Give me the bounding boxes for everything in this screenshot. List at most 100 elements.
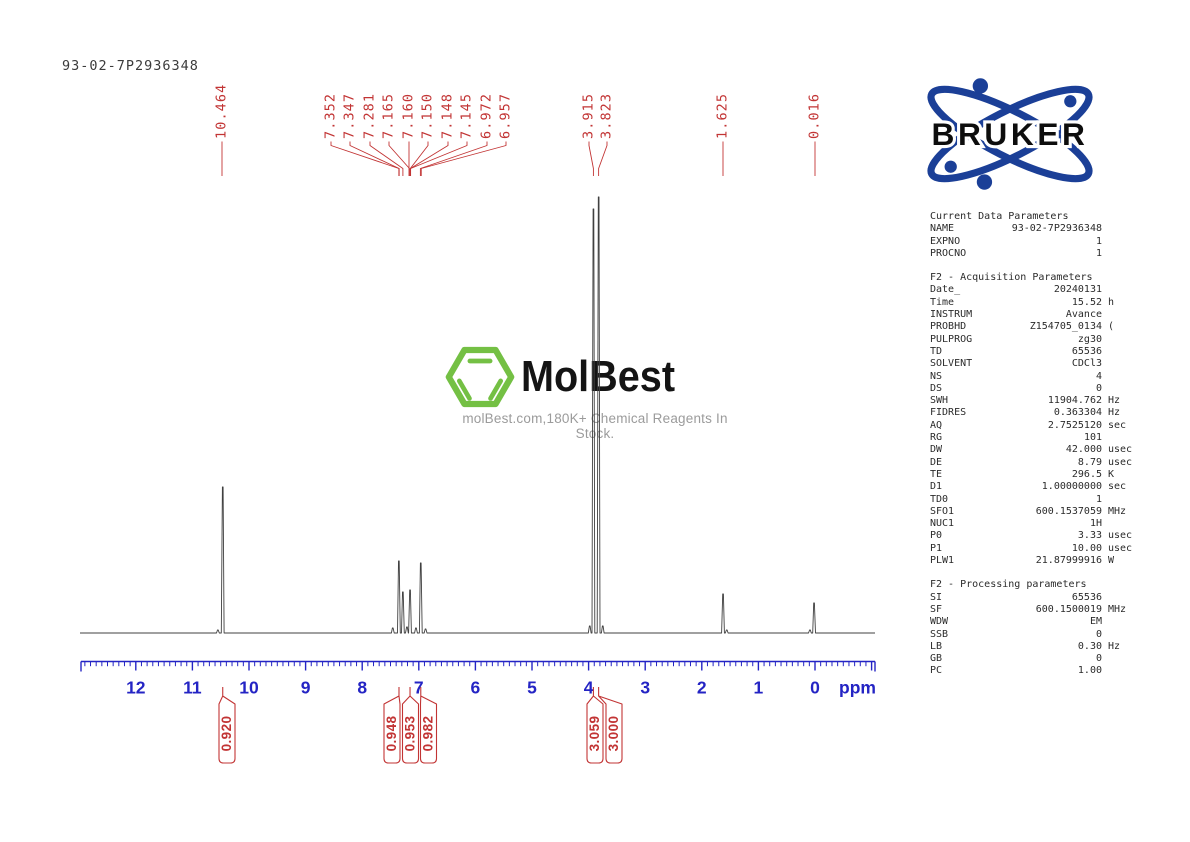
- svg-text:7.281: 7.281: [362, 93, 378, 139]
- parameter-val: 0: [1095, 382, 1102, 394]
- parameter-row: PC 1.00: [930, 665, 1148, 677]
- parameter-unit: sec: [1108, 419, 1127, 431]
- parameter-unit: usec: [1108, 444, 1133, 456]
- peak-labels: 10.464 7.352 7.347 7.281 7.165 7.160 7.150 7.14…: [214, 84, 823, 176]
- parameter-name: TE: [930, 468, 943, 480]
- parameter-row: Time 15.52 h: [930, 297, 1148, 309]
- parameter-val: 0: [1095, 628, 1102, 640]
- parameter-row: WDW EM: [930, 616, 1148, 628]
- parameter-name: DS: [930, 382, 943, 394]
- svg-text:6: 6: [471, 678, 481, 698]
- parameter-row: AQ 2.7525120 sec: [930, 420, 1148, 432]
- svg-text:3.915: 3.915: [581, 93, 597, 139]
- parameter-unit: MHz: [1108, 603, 1127, 615]
- parameter-val: 0: [1095, 653, 1102, 665]
- parameter-val: 1: [1095, 247, 1102, 259]
- parameter-unit: [1102, 518, 1148, 530]
- parameter-unit: [1102, 494, 1148, 506]
- parameter-row: DE 8.79 usec: [930, 457, 1148, 469]
- parameter-row: TD0 1: [930, 494, 1148, 506]
- parameter-val: 1: [1095, 493, 1102, 505]
- spectrum-trace: [80, 196, 875, 634]
- parameter-val: 1: [1095, 235, 1102, 247]
- parameter-row: DS 0: [930, 383, 1148, 395]
- parameter-val: 101: [1083, 432, 1102, 444]
- parameter-unit: [1102, 236, 1148, 248]
- parameter-unit: [1102, 432, 1148, 444]
- svg-text:1: 1: [754, 678, 764, 698]
- parameter-row: DW 42.000 usec: [930, 444, 1148, 456]
- parameter-val: 600.1500019: [1035, 603, 1102, 615]
- parameter-unit: [1102, 223, 1148, 235]
- parameter-unit: [1102, 665, 1148, 677]
- parameter-unit: MHz: [1108, 505, 1127, 517]
- parameter-val: zg30: [1077, 333, 1102, 345]
- parameter-name: SF: [930, 603, 943, 615]
- parameter-val: CDCl3: [1071, 358, 1102, 370]
- parameter-row: PROBHD Z154705_0134 (: [930, 321, 1148, 333]
- svg-text:3.823: 3.823: [599, 93, 615, 139]
- parameter-name: Date_: [930, 284, 961, 296]
- parameter-name: SSB: [930, 628, 949, 640]
- parameter-val: 65536: [1071, 591, 1102, 603]
- parameter-row: TD 65536: [930, 346, 1148, 358]
- parameter-name: P1: [930, 542, 943, 554]
- svg-text:7.347: 7.347: [342, 93, 358, 139]
- parameter-val: 1H: [1089, 518, 1102, 530]
- svg-text:7.148: 7.148: [440, 93, 456, 139]
- svg-text:7.352: 7.352: [323, 93, 339, 139]
- parameter-name: DW: [930, 444, 943, 456]
- parameter-unit: [1102, 592, 1148, 604]
- parameter-val: Z154705_0134: [1029, 321, 1102, 333]
- parameter-val: 20240131: [1053, 284, 1102, 296]
- parameter-name: NUC1: [930, 518, 955, 530]
- svg-text:4: 4: [584, 678, 594, 698]
- parameter-unit: [1102, 383, 1148, 395]
- svg-text:3.000: 3.000: [606, 716, 621, 752]
- parameter-row: PLW1 21.87999916 W: [930, 555, 1148, 567]
- parameter-row: SF 600.1500019 MHz: [930, 604, 1148, 616]
- svg-text:11: 11: [183, 678, 202, 698]
- parameter-unit: (: [1108, 321, 1115, 333]
- parameters-panel: Current Data Parameters NAME 93-02-7P29363…: [930, 211, 1148, 678]
- parameter-row: SSB 0: [930, 629, 1148, 641]
- parameter-unit: usec: [1108, 530, 1133, 542]
- svg-text:7.145: 7.145: [459, 93, 475, 139]
- parameter-row: NAME 93-02-7P2936348: [930, 223, 1148, 235]
- svg-text:0.948: 0.948: [384, 716, 399, 752]
- svg-text:0.953: 0.953: [402, 716, 417, 752]
- parameter-row: INSTRUM Avance: [930, 309, 1148, 321]
- parameter-unit: [1102, 346, 1148, 358]
- parameter-name: PC: [930, 665, 943, 677]
- parameter-row: Date_ 20240131: [930, 284, 1148, 296]
- parameter-name: EXPNO: [930, 235, 961, 247]
- parameter-val: 3.33: [1077, 530, 1102, 542]
- sample-id-title: 93-02-7P2936348: [62, 58, 199, 74]
- parameter-section-header: F2 - Processing parameters: [930, 579, 1087, 591]
- parameter-row: RG 101: [930, 432, 1148, 444]
- svg-text:10: 10: [239, 678, 259, 698]
- parameter-name: PROCNO: [930, 247, 967, 259]
- svg-text:3: 3: [640, 678, 650, 698]
- parameter-name: FIDRES: [930, 407, 967, 419]
- parameter-unit: usec: [1108, 456, 1133, 468]
- svg-text:5: 5: [527, 678, 537, 698]
- parameter-name: PROBHD: [930, 321, 967, 333]
- parameter-row: SOLVENT CDCl3: [930, 358, 1148, 370]
- svg-text:0.920: 0.920: [219, 716, 234, 752]
- bruker-logo: BRUKER: [918, 76, 1102, 192]
- svg-text:8: 8: [357, 678, 367, 698]
- parameter-unit: [1102, 284, 1148, 296]
- svg-text:6.957: 6.957: [498, 93, 514, 139]
- parameter-name: AQ: [930, 419, 943, 431]
- ppm-axis: 12 11 10 9 8 7 6 5 4 3 2 1 0 ppm: [80, 660, 876, 698]
- parameter-name: SWH: [930, 395, 949, 407]
- parameter-row: PROCNO 1: [930, 248, 1148, 260]
- parameter-row: PULPROG zg30: [930, 334, 1148, 346]
- svg-text:0: 0: [810, 678, 820, 698]
- bruker-orbit-dots: [944, 78, 1077, 190]
- parameter-row: SWH 11904.762 Hz: [930, 395, 1148, 407]
- parameter-row: SFO1 600.1537059 MHz: [930, 506, 1148, 518]
- parameter-section-header: Current Data Parameters: [930, 211, 1069, 222]
